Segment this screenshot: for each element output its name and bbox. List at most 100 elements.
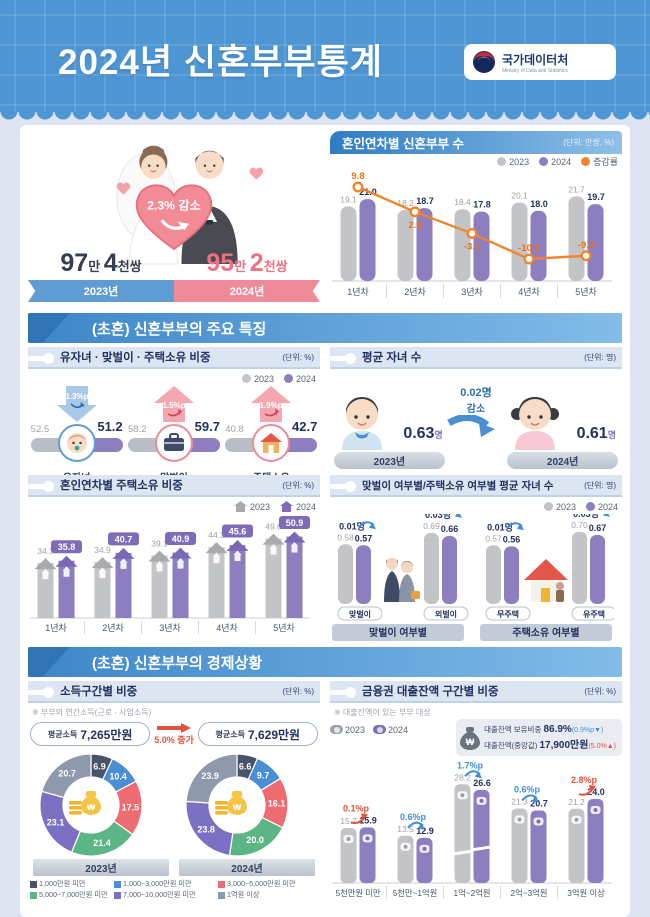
header-banner: 2024년 신혼부부통계 국가데이터처 Ministry of Data and… [0, 0, 650, 112]
home-ownership-header: 혼인연차별 주택소유 비중 (단위: %) [28, 475, 320, 497]
chart-couples-title: 혼인연차별 신혼부부 수 [342, 137, 464, 151]
key-ratios-legend: 2023 2024 [28, 371, 320, 386]
group-label: 맞벌이 여부별 [369, 626, 427, 639]
feature-2024-value: 51.2 [97, 419, 123, 434]
avg-income-change: 5.0% 증가 [150, 722, 197, 746]
svg-text:2년차: 2년차 [404, 286, 426, 297]
svg-text:₩: ₩ [466, 737, 475, 747]
svg-text:21.2: 21.2 [568, 797, 585, 807]
agency-subtitle: Ministry of Data and Statistics [502, 67, 568, 74]
pair-change: 0.01명 [487, 521, 513, 532]
svg-text:17.8: 17.8 [473, 200, 491, 210]
loan-balance-header: 금융권 대출잔액 구간별 비중 (단위: %) [330, 681, 622, 703]
bar-2023 [340, 206, 357, 281]
house-icon [233, 501, 247, 512]
svg-text:50.9: 50.9 [286, 518, 304, 528]
svg-text:6.9: 6.9 [93, 761, 106, 771]
income-legend-item: 5,000~7,000만원 미만 [30, 890, 110, 900]
svg-text:23.1: 23.1 [47, 817, 65, 827]
svg-text:21.3: 21.3 [511, 796, 528, 806]
svg-text:28.2: 28.2 [454, 772, 471, 782]
svg-text:5천만원 미만: 5천만원 미만 [335, 888, 380, 898]
income-donut-2023: 6.9 10.4 17.5 21.4 23.1 20.7 ₩ 2023년 [33, 749, 169, 876]
change-label: -9.3 [578, 240, 594, 251]
bar-2023 [572, 531, 587, 604]
bar-2024 [356, 545, 371, 604]
feature-item-briefcase: 1.5%p 58.2 59.7 맞벌이 [127, 386, 220, 486]
bar-2024 [473, 211, 490, 281]
down-arrow-badge: 1.3%p [56, 386, 97, 422]
svg-text:0.58: 0.58 [337, 532, 354, 542]
feature-2023-value: 40.8 [225, 424, 244, 435]
bar-2023 [338, 544, 353, 604]
donut-slice [185, 753, 238, 804]
loan-balance-plot: 15.7 15.9 0.1%p 5천만원 미만 13.5 12.9 0.6%p 5천만~1억원… [330, 761, 622, 913]
svg-text:₩: ₩ [87, 802, 96, 812]
chart-couples-plot: 19.1 21.0 1년차 18.2 18.7 2년차 18.4 17.8 3년차 20.1 18.… [330, 169, 622, 305]
agency-logo-icon [473, 51, 495, 73]
decrease-arrow-icon [446, 415, 495, 437]
bar-2024 [504, 546, 519, 604]
bar-2024 [530, 210, 547, 281]
agency-name: 국가데이터처 [502, 52, 569, 67]
couple-illustration-block: 2.3% 감소 97만 4천쌍 95만 2천쌍 2023년 2024년 [28, 131, 320, 309]
up-arrow-badge: 1.5%p [153, 386, 194, 422]
loan-change: 0.6%p [514, 784, 541, 794]
svg-text:34.9: 34.9 [94, 545, 111, 555]
chart-key-ratios: 유자녀 · 맞벌이 · 주택소유 비중 (단위: %) 2023 2024 1.3… [28, 347, 320, 484]
svg-text:35.8: 35.8 [58, 542, 76, 552]
bar-2024 [590, 534, 605, 604]
coin-icon [373, 725, 387, 734]
ribbon-2024: 2024년 [174, 280, 320, 302]
chart-avg-children: 평균 자녀 수 (단위: 명) 0.63명 2023년 [330, 347, 622, 469]
briefcase-icon [154, 424, 193, 462]
bar-2023 [397, 210, 414, 281]
group-label: 주택소유 여부별 [512, 626, 579, 639]
baby-icon [57, 424, 96, 462]
bar-2024 [416, 208, 433, 281]
svg-text:1년차: 1년차 [347, 286, 369, 297]
pair-label: 유주택 [583, 609, 605, 619]
svg-text:20.1: 20.1 [511, 191, 528, 201]
chart-couples-legend: 2023 2024 증감률 [330, 154, 622, 169]
donut-slice [41, 753, 92, 799]
svg-text:13.5: 13.5 [397, 824, 414, 834]
svg-text:0.56: 0.56 [503, 534, 521, 544]
svg-text:2년차: 2년차 [102, 622, 124, 633]
banner-scallop-edge [0, 112, 650, 125]
couple-counts: 97만 4천쌍 95만 2천쌍 [28, 249, 320, 278]
avg-children-change: 0.02명 감소 [445, 384, 508, 469]
children-by-status-plot: 0.58 0.57 0.01명 맞벌이 0.69 0.66 0.03명 외벌이 맞벌이 여부별 0… [330, 514, 622, 644]
income-legend: 1,000만원 미만 1,000~3,000만원 미만 3,000~5,000만원 … [28, 876, 320, 900]
svg-text:0.57: 0.57 [355, 533, 373, 543]
bar-2023 [486, 545, 501, 604]
loan-info-row1: 대출잔액 보유비중 86.9%(0.9%p▼) [484, 724, 604, 735]
svg-text:1억~2억원: 1억~2억원 [454, 888, 491, 898]
pair-change: 0.01명 [339, 520, 365, 531]
section-features-banner: (초혼) 신혼부부의 주요 특징 [28, 313, 622, 343]
svg-text:1.3%p: 1.3%p [65, 392, 88, 401]
loan-change: 0.6%p [400, 812, 427, 822]
svg-text:0.57: 0.57 [485, 533, 502, 543]
svg-text:5년차: 5년차 [575, 286, 597, 297]
girl-icon [511, 397, 560, 450]
loan-legend: 2023 2024 [330, 719, 408, 735]
children-by-status-header: 맞벌이 여부별/주택소유 여부별 평균 자녀 수 (단위: 명) [330, 475, 622, 497]
boy-icon [342, 397, 382, 450]
svg-text:18.7: 18.7 [416, 196, 434, 206]
bar-2023 [511, 808, 528, 883]
ribbon-2023: 2023년 [28, 280, 174, 302]
bar-2024 [473, 789, 490, 883]
loan-info-row2: 대출잔액(중앙값) 17,900만원(5.0%▲) [484, 739, 616, 751]
income-donut-2024-year: 2024년 [179, 859, 315, 876]
income-share-header: 소득구간별 비중 (단위: %) [28, 681, 320, 703]
chart-couples-header: 혼인연차별 신혼부부 수 (단위: 만쌍, %) [330, 131, 622, 154]
bar-2023 [454, 784, 471, 883]
count-2024: 95만 2천쌍 [206, 249, 288, 277]
money-bag-icon: ₩ [460, 726, 481, 750]
avg-children-header: 평균 자녀 수 (단위: 명) [330, 347, 622, 369]
bar-2024 [115, 552, 132, 618]
chart-children-by-status: 맞벌이 여부별/주택소유 여부별 평균 자녀 수 (단위: 명) 2023 202… [330, 475, 622, 643]
bar-2024 [286, 536, 303, 618]
